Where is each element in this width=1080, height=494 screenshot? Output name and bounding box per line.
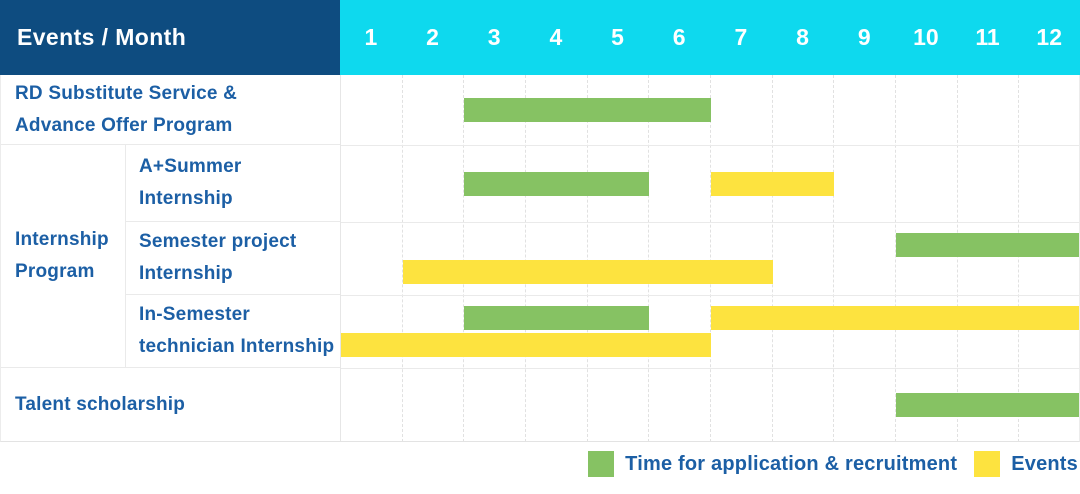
month-header-9: 9 bbox=[857, 24, 871, 50]
page-title: Events / Month bbox=[17, 24, 187, 50]
yellow-swatch-icon bbox=[974, 451, 1001, 477]
row-label-line: Internship bbox=[139, 188, 233, 209]
row-divider bbox=[341, 222, 1080, 223]
legend-item-events: Events bbox=[974, 451, 1078, 477]
month-column bbox=[958, 75, 1020, 442]
row-divider bbox=[341, 368, 1080, 369]
row-divider bbox=[341, 295, 1080, 296]
group-label-internship-program: Internship Program bbox=[0, 145, 125, 368]
row-label-talent-scholarship: Talent scholarship bbox=[0, 368, 340, 442]
application-bar bbox=[464, 98, 711, 122]
month-header-5: 5 bbox=[611, 24, 624, 50]
row-label-a-plus-summer: A+Summer Internship bbox=[125, 145, 340, 222]
group-label-line: Internship bbox=[15, 229, 109, 250]
legend-label: Events bbox=[1011, 452, 1078, 475]
month-column bbox=[711, 75, 773, 442]
application-bar bbox=[896, 393, 1080, 417]
month-grid-lines bbox=[341, 75, 1080, 442]
legend: Time for application & recruitment Event… bbox=[588, 451, 1078, 477]
month-header-4: 4 bbox=[549, 24, 563, 50]
event-bar bbox=[341, 333, 711, 357]
month-header-3: 3 bbox=[487, 24, 501, 50]
row-label-rd-substitute: RD Substitute Service & Advance Offer Pr… bbox=[0, 75, 340, 145]
month-column bbox=[403, 75, 465, 442]
month-column bbox=[588, 75, 650, 442]
month-header-7: 7 bbox=[734, 24, 748, 50]
month-column bbox=[649, 75, 712, 442]
month-header-8: 8 bbox=[796, 24, 809, 50]
month-header-12: 12 bbox=[1036, 24, 1063, 50]
month-header-10: 10 bbox=[913, 24, 939, 50]
month-header-11: 11 bbox=[975, 24, 1000, 50]
legend-item-application: Time for application & recruitment bbox=[588, 451, 957, 477]
row-label-line: Semester project bbox=[139, 231, 297, 252]
month-header-2: 2 bbox=[426, 24, 439, 50]
month-column bbox=[896, 75, 958, 442]
month-header-1: 1 bbox=[364, 24, 378, 50]
row-label-line: Talent scholarship bbox=[15, 393, 186, 415]
event-bar bbox=[711, 171, 835, 196]
green-swatch-icon bbox=[588, 451, 615, 477]
gantt-area bbox=[340, 75, 1080, 442]
row-label-in-semester-technician: In-Semester technician Internship bbox=[125, 295, 340, 368]
month-column bbox=[773, 75, 835, 442]
row-label-line: technician Internship bbox=[139, 336, 335, 357]
row-label-line: Advance Offer Program bbox=[15, 114, 233, 136]
month-column bbox=[834, 75, 897, 442]
row-label-semester-project: Semester project Internship bbox=[125, 222, 340, 295]
month-header-row: 1 2 3 4 5 6 7 8 9 10 11 12 bbox=[340, 0, 1080, 75]
row-label-line: Internship bbox=[139, 263, 233, 284]
month-header-6: 6 bbox=[672, 24, 686, 50]
row-label-line: In-Semester bbox=[139, 304, 250, 325]
application-bar bbox=[896, 233, 1080, 257]
group-label-line: Program bbox=[15, 261, 95, 282]
row-label-line: RD Substitute Service & bbox=[15, 82, 238, 104]
legend-label: Time for application & recruitment bbox=[625, 452, 958, 475]
application-bar bbox=[464, 171, 650, 196]
event-bar bbox=[402, 260, 773, 284]
month-column bbox=[464, 75, 527, 442]
event-bar bbox=[711, 306, 1080, 330]
row-divider bbox=[341, 145, 1080, 146]
month-column bbox=[341, 75, 403, 442]
row-label-line: A+Summer bbox=[139, 156, 242, 177]
application-bar bbox=[464, 306, 650, 330]
month-column bbox=[526, 75, 588, 442]
header-title-cell: Events / Month bbox=[0, 0, 340, 75]
month-column bbox=[1019, 75, 1080, 442]
